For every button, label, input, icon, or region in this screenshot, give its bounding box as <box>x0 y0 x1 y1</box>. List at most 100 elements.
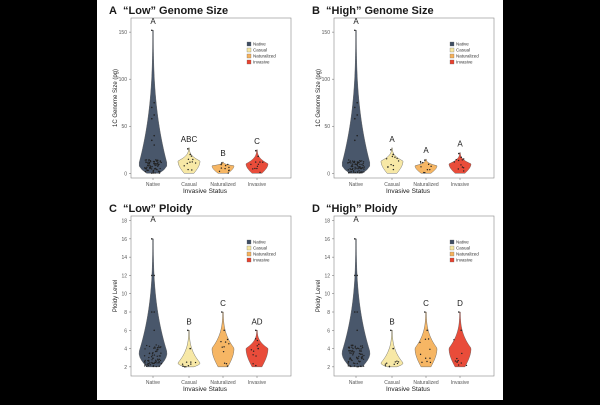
outlier-point <box>221 311 223 313</box>
data-point <box>355 167 357 169</box>
data-point <box>149 167 152 169</box>
data-point <box>224 164 227 167</box>
outlier-point <box>356 134 358 137</box>
panel-title: “Low” Ploidy <box>123 203 193 215</box>
data-point <box>348 347 350 349</box>
legend-label: Naturalized <box>253 252 276 257</box>
data-point <box>352 352 354 355</box>
data-point <box>360 350 363 352</box>
x-tick-label: Casual <box>384 380 400 386</box>
data-point <box>159 170 161 173</box>
data-point <box>191 161 193 163</box>
data-point <box>362 365 365 367</box>
outlier-point <box>356 329 358 332</box>
data-point <box>457 159 460 162</box>
data-point <box>152 352 154 354</box>
outlier-point <box>151 274 153 277</box>
data-point <box>155 344 157 346</box>
data-point <box>358 347 360 350</box>
data-point <box>462 170 465 172</box>
data-point <box>146 364 148 366</box>
data-point <box>358 170 360 172</box>
data-point <box>419 341 421 344</box>
data-point <box>356 161 359 163</box>
x-tick-label: Invasive <box>451 380 470 386</box>
significance-letter: A <box>389 135 395 144</box>
data-point <box>152 365 154 368</box>
data-point <box>350 359 352 361</box>
y-tick-label: 150 <box>119 30 128 36</box>
outlier-point <box>151 311 153 313</box>
outlier-point <box>257 155 259 158</box>
data-point <box>361 355 364 357</box>
data-point <box>358 361 361 363</box>
y-axis-label: Ploidy Level <box>113 280 119 312</box>
data-point <box>190 155 193 157</box>
significance-letter: A <box>457 140 463 149</box>
y-tick-label: 10 <box>324 292 330 298</box>
panel-title: “High” Genome Size <box>326 5 434 17</box>
data-point <box>149 160 152 162</box>
data-point <box>352 170 355 172</box>
data-point <box>456 360 458 363</box>
figure-canvas: A “Low” Genome Size 0 50 100 150 1C Genome Siz… <box>97 0 503 400</box>
y-tick-label: 16 <box>324 237 330 243</box>
violin-casual <box>380 147 404 174</box>
violin-invasive <box>245 330 269 368</box>
outlier-point <box>424 159 426 161</box>
data-point <box>155 164 157 167</box>
data-point <box>156 355 158 357</box>
significance-letter: A <box>150 215 156 224</box>
data-point <box>420 166 422 168</box>
data-point <box>194 361 197 364</box>
data-point <box>155 365 157 368</box>
data-point <box>160 346 162 348</box>
legend-swatch <box>246 53 252 59</box>
data-point <box>157 164 159 167</box>
data-point <box>148 363 150 365</box>
data-point <box>187 158 190 161</box>
data-point <box>457 168 459 170</box>
outlier-point <box>223 329 225 332</box>
outlier-point <box>356 311 358 313</box>
data-point <box>159 359 162 362</box>
data-point <box>460 362 462 364</box>
data-point <box>352 344 354 347</box>
data-point <box>350 352 352 354</box>
data-point <box>158 361 160 363</box>
data-point <box>151 168 153 170</box>
outlier-point <box>151 139 153 142</box>
data-point <box>426 169 429 171</box>
data-point <box>353 161 355 164</box>
data-point <box>154 172 156 174</box>
data-point <box>462 167 465 169</box>
data-point <box>362 167 364 169</box>
outlier-point <box>255 329 257 332</box>
legend-swatch <box>449 59 455 65</box>
data-point <box>159 355 161 357</box>
outlier-point <box>460 329 462 332</box>
outlier-point <box>187 329 189 332</box>
data-point <box>392 164 395 167</box>
data-point <box>387 166 389 168</box>
data-point <box>181 363 184 365</box>
y-tick-label: 14 <box>121 255 127 261</box>
data-point <box>429 357 431 359</box>
y-axis-label: Ploidy Level <box>316 280 322 312</box>
legend-label: Invasive <box>253 60 270 65</box>
data-point <box>391 155 394 158</box>
outlier-point <box>354 29 356 32</box>
outlier-point <box>255 149 257 152</box>
data-point <box>363 171 365 173</box>
data-point <box>254 338 257 340</box>
data-point <box>220 163 222 166</box>
data-point <box>155 359 157 362</box>
panel-letter: B <box>312 5 320 17</box>
data-point <box>190 363 192 365</box>
data-point <box>388 366 391 368</box>
data-point <box>151 361 153 364</box>
data-point <box>148 161 151 164</box>
data-point <box>359 160 361 162</box>
outlier-point <box>153 329 155 332</box>
violin-invasive <box>448 311 472 368</box>
